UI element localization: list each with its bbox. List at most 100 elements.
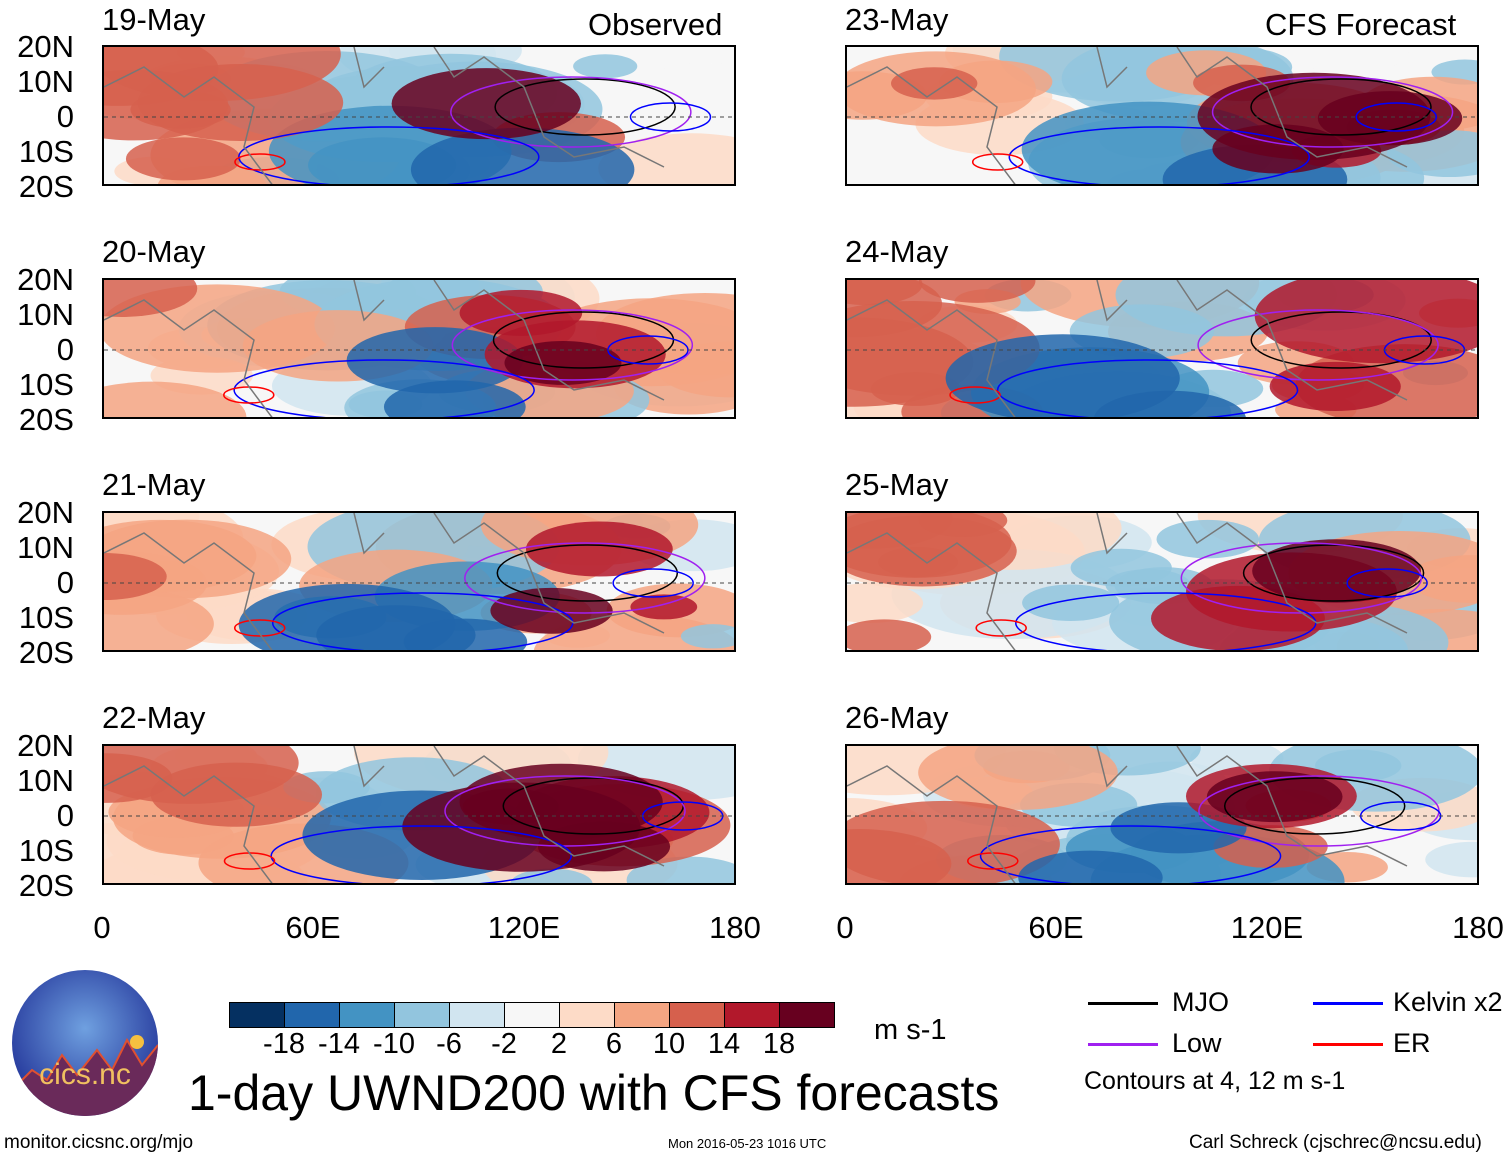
wind-anomaly-region	[410, 127, 635, 184]
lat-label: 20N	[17, 728, 74, 763]
contour-line	[1250, 78, 1432, 136]
lat-label: 10S	[18, 367, 74, 402]
wind-anomaly-region	[1094, 390, 1246, 417]
wind-anomaly-region	[1018, 850, 1163, 883]
coastline	[847, 513, 1408, 650]
cics-logo: cics.nc	[12, 970, 158, 1116]
wind-anomaly-region	[150, 762, 323, 827]
panel-date: 23-May	[845, 2, 949, 37]
footer-url[interactable]: monitor.cicsnc.org/mjo	[4, 1132, 194, 1153]
contour-line	[971, 153, 1024, 171]
contour-line	[444, 775, 686, 847]
colorbar-tick: 18	[762, 1028, 796, 1060]
wind-anomaly-region	[525, 521, 673, 577]
lat-label: 20N	[17, 262, 74, 297]
wind-field	[104, 746, 734, 883]
contour-line	[450, 76, 692, 148]
wind-anomaly-region	[573, 54, 638, 79]
coastline	[847, 280, 1408, 417]
contour-line	[1250, 311, 1432, 369]
wind-anomaly-region	[504, 341, 622, 385]
contour-line	[612, 568, 694, 598]
footer-credit: Carl Schreck (cjschrec@ncsu.edu)	[1189, 1132, 1482, 1153]
panel-date: 25-May	[845, 467, 949, 502]
lat-label: 20N	[17, 29, 74, 64]
wind-anomaly-region	[490, 587, 613, 634]
forecast-label: CFS Forecast	[1265, 7, 1457, 42]
colorbar-swatch	[285, 1003, 340, 1027]
contour-line	[223, 386, 275, 404]
panel-date: 19-May	[102, 2, 206, 37]
colorbar-units: m s-1	[874, 1014, 947, 1046]
legend-er: ER	[1393, 1028, 1431, 1058]
wind-anomaly-region	[630, 62, 734, 123]
lat-label: 20S	[18, 635, 74, 670]
lat-label: 10S	[18, 833, 74, 868]
panel-date: 26-May	[845, 700, 949, 735]
lat-label: 20S	[18, 169, 74, 204]
colorbar	[229, 1002, 835, 1028]
lat-label: 10S	[18, 134, 74, 169]
contour-line	[1211, 76, 1454, 148]
colorbar-tick: 14	[707, 1028, 741, 1060]
wind-anomaly-region	[918, 746, 1118, 810]
lon-label: 60E	[285, 910, 341, 945]
contour-line	[234, 153, 286, 171]
legend-mjo: MJO	[1172, 987, 1229, 1017]
wind-anomaly-region	[1425, 841, 1477, 878]
colorbar-swatch	[560, 1003, 615, 1027]
coastline	[104, 513, 665, 650]
legend-kelvin: Kelvin x2	[1393, 987, 1503, 1017]
contour-line	[979, 825, 1282, 883]
contour-note: Contours at 4, 12 m s-1	[1084, 1067, 1346, 1095]
colorbar-swatch	[230, 1003, 285, 1027]
wind-anomaly-region	[1254, 280, 1477, 364]
contour-line	[1008, 126, 1310, 184]
wind-field	[104, 513, 734, 650]
coastline	[847, 746, 1408, 883]
wind-anomaly-region	[847, 317, 974, 407]
coastline	[104, 47, 665, 184]
contour-line	[996, 359, 1299, 417]
wind-anomaly-region	[1288, 47, 1409, 73]
wind-field	[847, 280, 1477, 417]
lon-label: 180	[1452, 910, 1504, 945]
lat-label: 10S	[18, 600, 74, 635]
colorbar-swatch	[505, 1003, 560, 1027]
kelvin-legend-line	[1313, 1002, 1383, 1005]
wind-anomaly-region	[104, 381, 247, 417]
contour-line	[607, 335, 689, 365]
wind-anomaly-region	[125, 137, 241, 181]
logo-text: cics.nc	[39, 1058, 131, 1091]
colorbar-tick: -2	[491, 1028, 517, 1060]
lat-label: 0	[56, 332, 74, 367]
wind-anomaly-region	[630, 594, 698, 620]
wind-field	[104, 47, 734, 184]
contour-line	[492, 311, 675, 369]
wind-anomaly-region	[104, 553, 167, 601]
lat-label: 0	[56, 99, 74, 134]
coastline	[104, 280, 665, 417]
colorbar-tick: -18	[263, 1028, 305, 1060]
wind-anomaly-region	[1407, 555, 1477, 603]
lon-label: 120E	[487, 910, 561, 945]
wind-anomaly-region	[1252, 539, 1421, 603]
wind-anomaly-region	[919, 280, 1036, 303]
lat-label: 20S	[18, 868, 74, 903]
observed-label: Observed	[588, 7, 723, 42]
wind-anomaly-region	[847, 280, 923, 306]
contour-line	[1223, 777, 1406, 835]
contour-line	[1346, 568, 1428, 598]
map-panel-observed-2	[102, 278, 736, 419]
contour-line	[233, 619, 286, 637]
figure-title: 1-day UWND200 with CFS forecasts	[188, 1065, 1000, 1121]
wind-field	[847, 746, 1477, 883]
map-panel-forecast-4	[845, 744, 1479, 885]
contour-line	[496, 544, 679, 602]
lon-label: 0	[93, 910, 111, 945]
lat-label: 10N	[17, 64, 74, 99]
colorbar-tick: -14	[318, 1028, 360, 1060]
lat-label: 10N	[17, 763, 74, 798]
lat-label: 10N	[17, 297, 74, 332]
contour-line	[949, 386, 1001, 404]
